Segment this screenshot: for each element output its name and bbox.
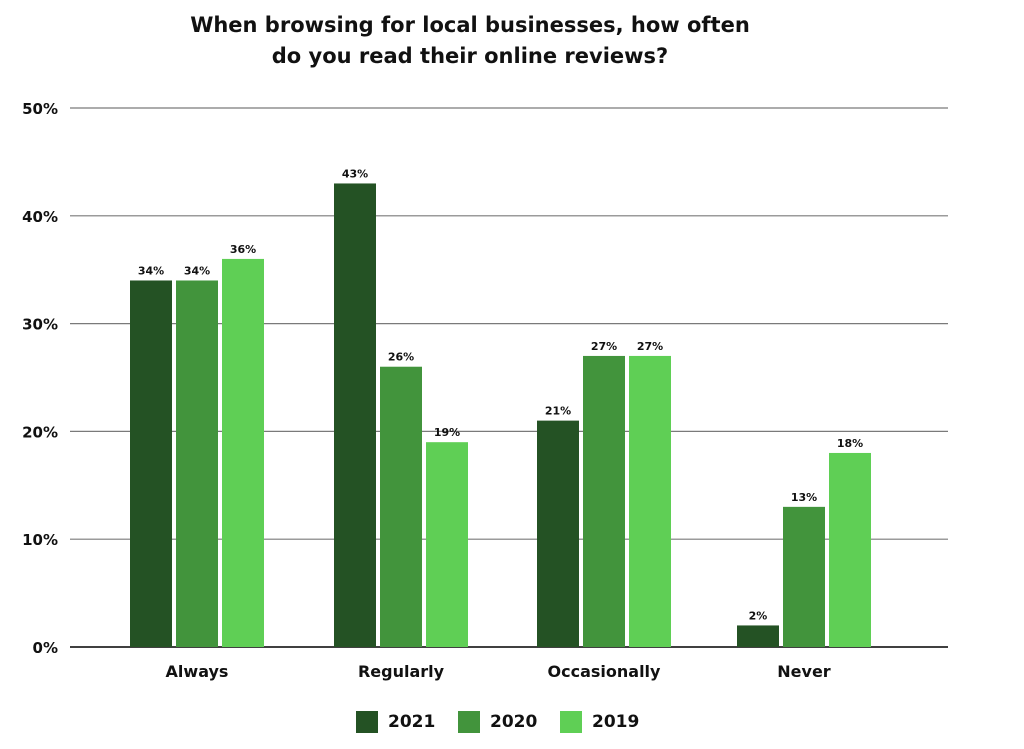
data-label: 27% bbox=[591, 340, 617, 353]
y-tick-label: 30% bbox=[22, 316, 58, 334]
y-tick-label: 20% bbox=[22, 423, 58, 441]
bar bbox=[829, 452, 871, 647]
legend-swatch-2021 bbox=[356, 711, 378, 733]
bar-chart: 0% 10% 20% 30% 40% 50% 34% 34% 36% Always 43% 26% 19… bbox=[22, 100, 948, 681]
chart-title-line-2: do you read their online reviews? bbox=[271, 44, 669, 68]
data-label: 26% bbox=[388, 351, 414, 364]
legend-item-2019: 2019 bbox=[560, 711, 639, 733]
data-label: 2% bbox=[749, 609, 768, 622]
data-label: 34% bbox=[184, 264, 210, 277]
data-label: 27% bbox=[637, 340, 663, 353]
legend: 2021 2020 2019 bbox=[0, 711, 1024, 741]
legend-swatch-2019 bbox=[560, 711, 582, 733]
bar bbox=[130, 280, 172, 647]
data-label: 13% bbox=[791, 491, 817, 504]
y-tick-label: 10% bbox=[22, 531, 58, 549]
legend-label-2019: 2019 bbox=[592, 712, 640, 732]
chart-title: When browsing for local businesses, how … bbox=[0, 10, 940, 72]
bar bbox=[537, 420, 579, 647]
x-tick-label: Occasionally bbox=[548, 662, 662, 681]
bar bbox=[334, 183, 376, 647]
data-label: 36% bbox=[230, 243, 256, 256]
bar bbox=[783, 506, 825, 647]
data-label: 21% bbox=[545, 405, 571, 418]
legend-swatch-2020 bbox=[458, 711, 480, 733]
bar bbox=[583, 355, 625, 647]
bar bbox=[426, 442, 468, 647]
legend-label-2020: 2020 bbox=[490, 712, 538, 732]
legend-item-2020: 2020 bbox=[458, 711, 537, 733]
legend-label-2021: 2021 bbox=[388, 712, 436, 732]
bar bbox=[176, 280, 218, 647]
x-tick-label: Always bbox=[166, 662, 229, 681]
y-tick-label: 50% bbox=[22, 100, 58, 118]
data-label: 18% bbox=[837, 437, 863, 450]
chart-title-line-1: When browsing for local businesses, how … bbox=[190, 13, 750, 37]
bar bbox=[737, 625, 779, 647]
bar bbox=[629, 355, 671, 647]
x-tick-label: Never bbox=[777, 662, 831, 681]
legend-item-2021: 2021 bbox=[356, 711, 435, 733]
data-label: 19% bbox=[434, 426, 460, 439]
y-tick-label: 0% bbox=[33, 639, 58, 657]
y-tick-label: 40% bbox=[22, 208, 58, 226]
data-label: 34% bbox=[138, 264, 164, 277]
bar bbox=[222, 258, 264, 647]
bar bbox=[380, 366, 422, 647]
x-tick-label: Regularly bbox=[358, 662, 445, 681]
data-label: 43% bbox=[342, 167, 368, 180]
